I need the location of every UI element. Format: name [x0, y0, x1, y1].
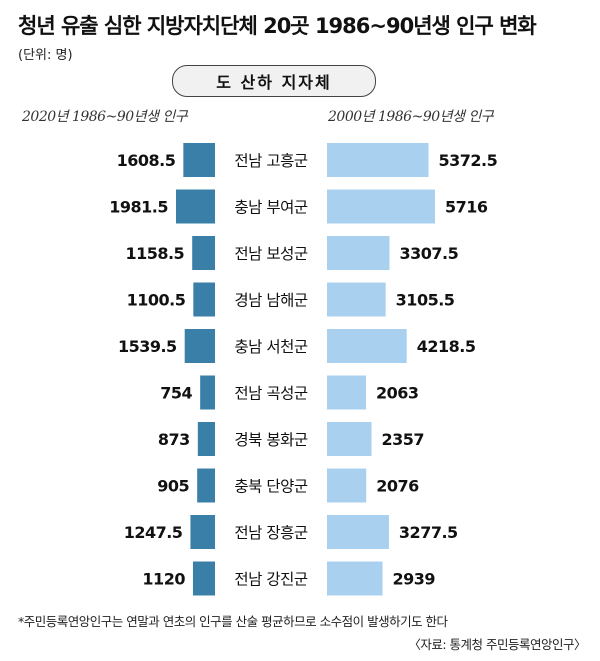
value-label-2020-8: 905: [157, 477, 189, 496]
value-label-2000-3: 3307.5: [399, 244, 458, 263]
unit-label: (단위: 명): [18, 48, 73, 63]
value-label-2000-8: 2076: [376, 477, 419, 496]
category-label-8: 충북 단양군: [234, 478, 307, 496]
bar-2020-10: [192, 561, 215, 596]
value-label-2000-5: 4218.5: [417, 337, 476, 356]
value-label-2020-6: 754: [160, 384, 192, 403]
category-label-10: 전남 강진군: [234, 571, 307, 589]
bar-2020-6: [200, 375, 215, 410]
bar-2000-2: [327, 189, 435, 224]
bar-2000-5: [327, 329, 407, 363]
category-label-1: 전남 고흥군: [234, 152, 307, 170]
category-label-4: 경남 남해군: [234, 292, 307, 310]
value-label-2020-9: 1247.5: [124, 523, 183, 542]
bar-2020-2: [176, 189, 215, 224]
category-label-3: 전남 보성군: [234, 245, 307, 263]
value-label-2020-1: 1608.5: [117, 151, 176, 170]
left-series-label: 2020년 1986~90년생 인구: [22, 109, 188, 125]
value-label-2020-4: 1100.5: [127, 291, 186, 310]
value-label-2000-1: 5372.5: [439, 151, 498, 170]
value-label-2020-10: 1120: [142, 570, 185, 589]
page-title: 청년 유출 심한 지방자치단체 20곳 1986~90년생 인구 변화: [18, 14, 537, 38]
bar-2020-1: [183, 143, 215, 177]
bar-2000-9: [327, 515, 389, 549]
value-label-2000-4: 3105.5: [396, 291, 455, 310]
category-label-6: 전남 곡성군: [234, 385, 307, 403]
bar-2020-7: [197, 422, 215, 456]
bar-2020-8: [197, 468, 215, 503]
bar-2020-4: [193, 282, 215, 317]
value-label-2000-6: 2063: [376, 384, 419, 403]
bar-2000-8: [327, 468, 367, 503]
bar-2020-9: [190, 515, 215, 549]
bar-2000-7: [327, 422, 372, 456]
bar-2000-10: [327, 561, 383, 596]
category-label-2: 충남 부여군: [234, 199, 307, 217]
region-header: 도 산하 지자체: [172, 65, 376, 97]
value-label-2020-3: 1158.5: [125, 244, 184, 263]
category-label-5: 충남 서천군: [234, 338, 307, 356]
bar-2000-3: [327, 236, 390, 270]
bar-2020-5: [184, 329, 215, 363]
value-label-2000-2: 5716: [445, 198, 488, 217]
bar-2020-3: [192, 236, 215, 270]
value-label-2000-7: 2357: [382, 430, 425, 449]
category-label-7: 경북 봉화군: [234, 431, 307, 449]
category-label-9: 전남 장흥군: [234, 524, 307, 542]
value-label-2020-7: 873: [158, 430, 190, 449]
bar-2000-6: [327, 375, 366, 410]
bar-2000-1: [327, 143, 429, 177]
value-label-2000-10: 2939: [393, 570, 436, 589]
bar-2000-4: [327, 282, 386, 317]
footnote: *주민등록연앙인구는 연말과 연초의 인구를 산술 평균하므로 소수점이 발생하…: [18, 614, 448, 629]
right-series-label: 2000년 1986~90년생 인구: [328, 109, 494, 125]
value-label-2020-2: 1981.5: [109, 198, 168, 217]
source-note: 〈자료: 통계청 주민등록연앙인구〉: [408, 637, 586, 652]
value-label-2000-9: 3277.5: [399, 523, 458, 542]
value-label-2020-5: 1539.5: [118, 337, 177, 356]
